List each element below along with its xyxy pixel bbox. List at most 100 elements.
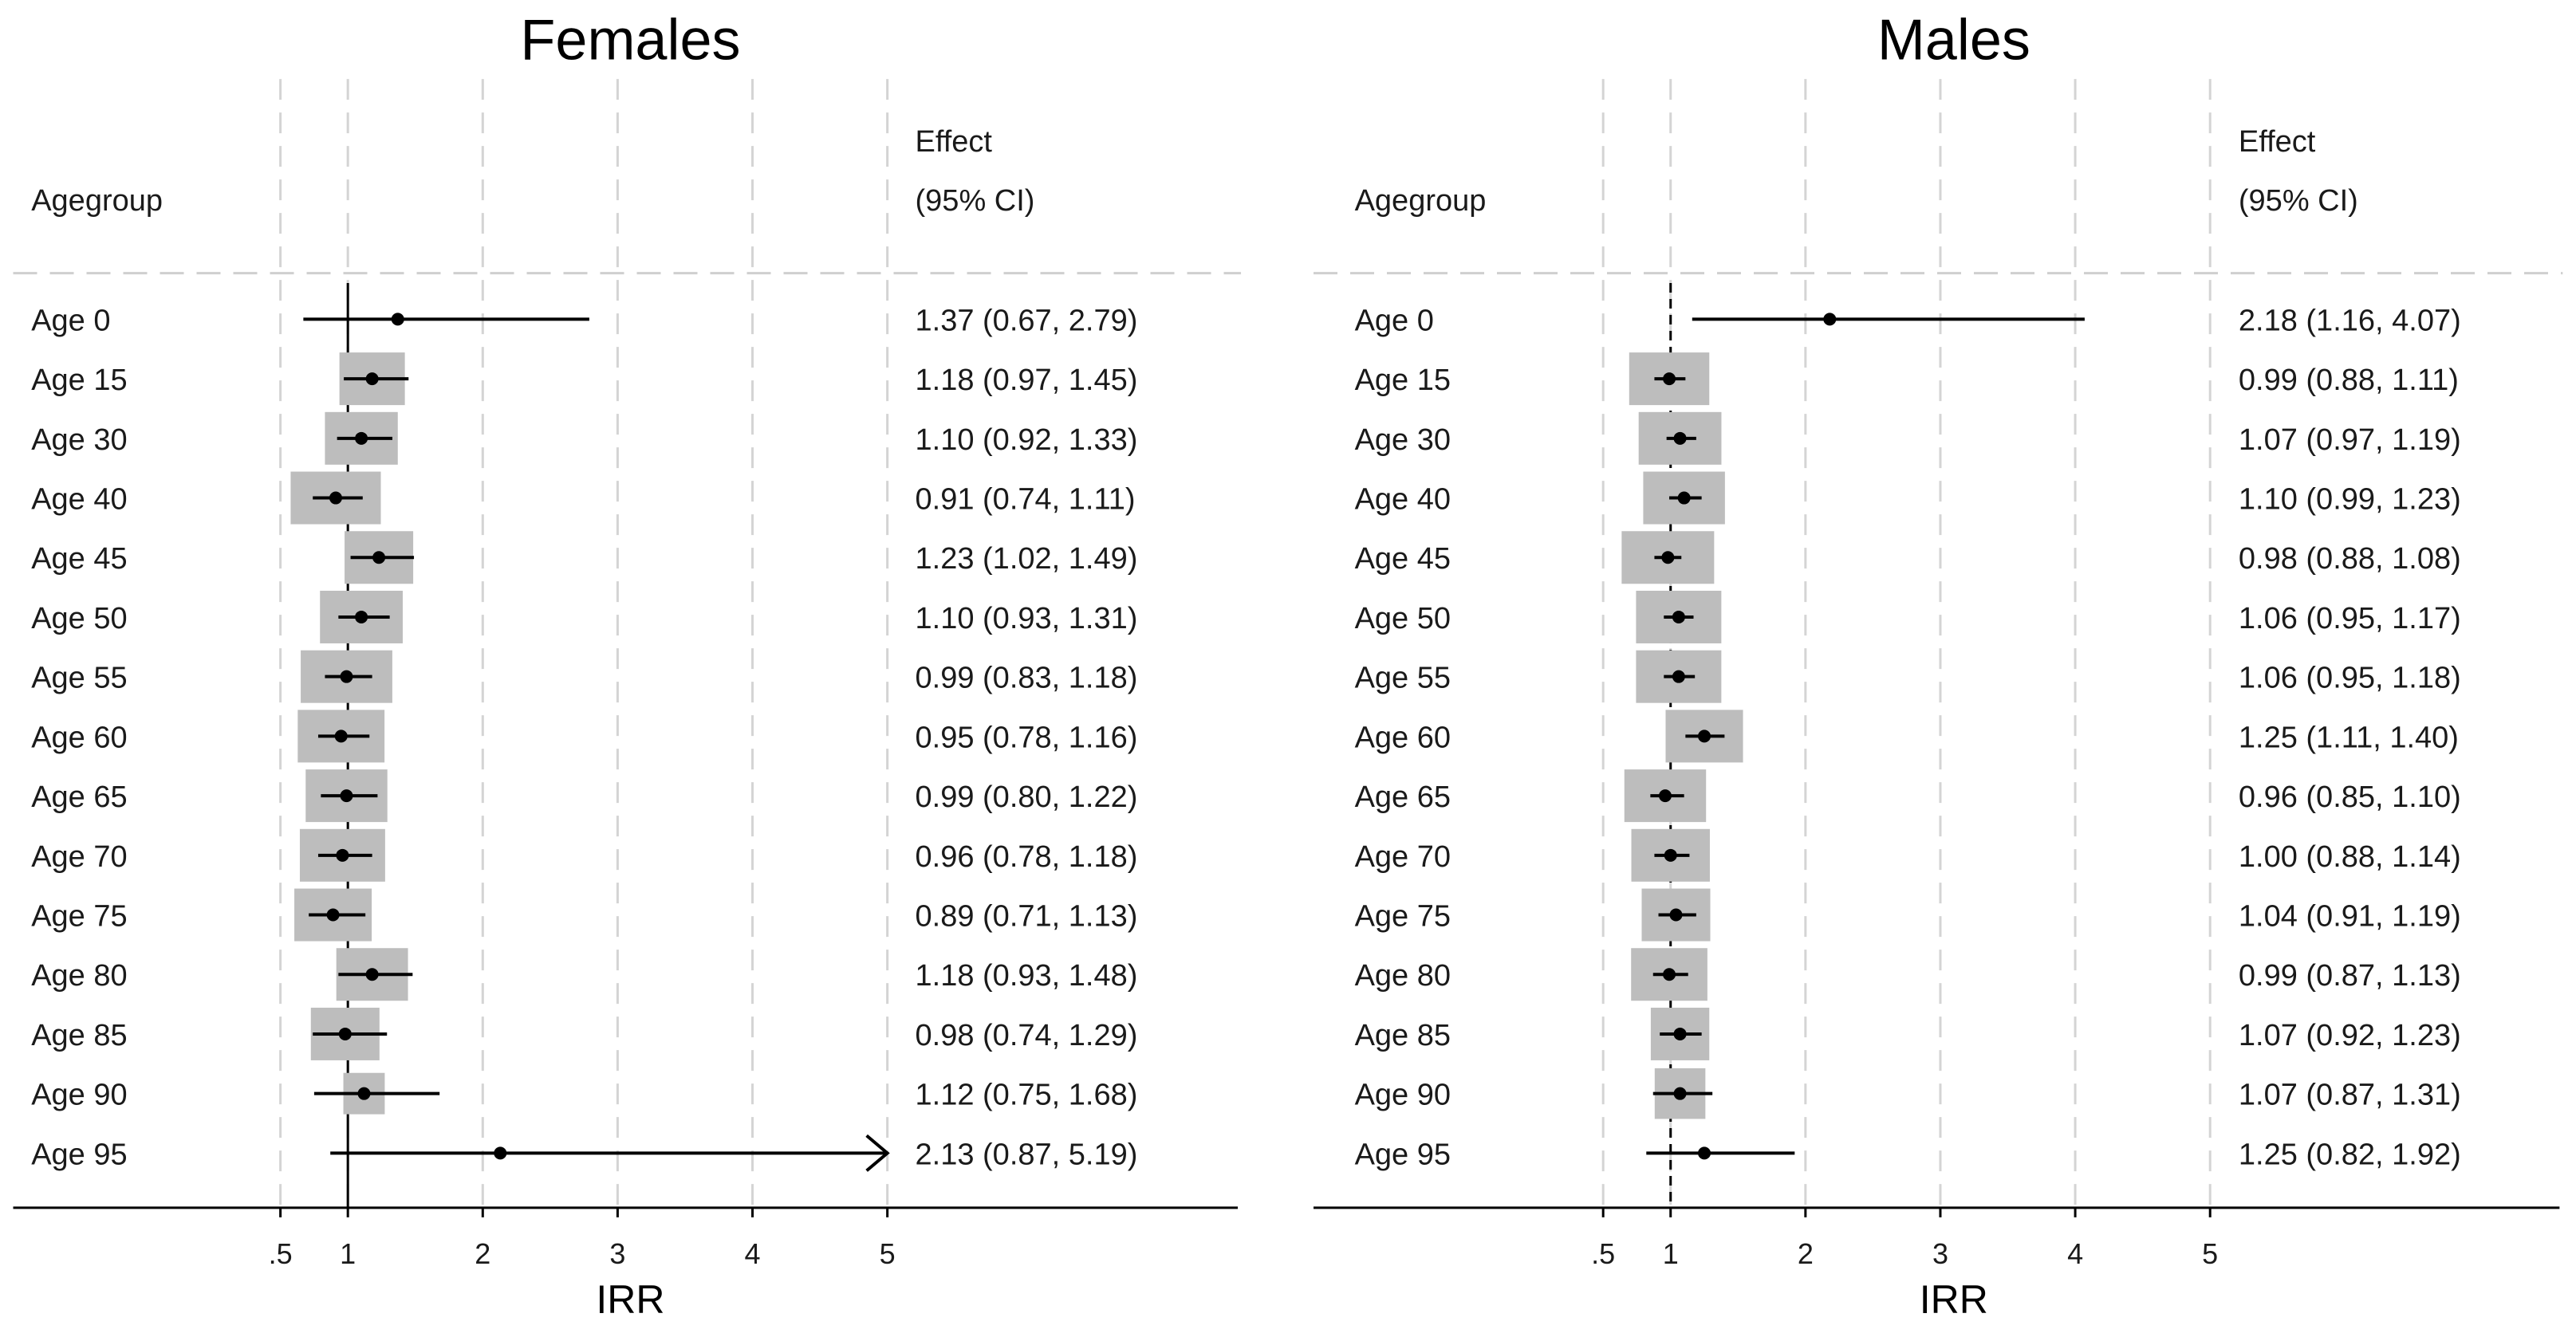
effect-value: 1.07 (0.97, 1.19) <box>2239 423 2461 457</box>
effect-header: Effect <box>916 125 993 159</box>
point-estimate <box>340 789 353 803</box>
row-label: Age 15 <box>31 364 127 397</box>
point-estimate <box>1673 431 1687 445</box>
row-label: Age 65 <box>1355 781 1451 814</box>
row-label: Age 90 <box>31 1079 127 1112</box>
effect-value: 1.18 (0.97, 1.45) <box>916 364 1138 397</box>
effect-value: 1.25 (1.11, 1.40) <box>2239 721 2459 754</box>
point-estimate <box>365 968 379 981</box>
effect-header: Effect <box>2239 125 2316 159</box>
row-label: Age 30 <box>31 423 127 457</box>
row-label: Age 60 <box>31 721 127 754</box>
x-tick-label: 3 <box>609 1237 625 1270</box>
effect-value: 1.07 (0.92, 1.23) <box>2239 1019 2461 1052</box>
effect-value: 0.99 (0.83, 1.18) <box>916 662 1138 695</box>
point-estimate <box>1673 1027 1687 1040</box>
row-label: Age 15 <box>1355 364 1451 397</box>
panel-title: Males <box>1877 8 2030 72</box>
point-estimate <box>1672 610 1685 623</box>
point-estimate <box>336 848 349 862</box>
point-estimate <box>357 1087 371 1100</box>
row-label: Age 55 <box>31 662 127 695</box>
point-estimate <box>1698 729 1711 743</box>
effect-ci-header: (95% CI) <box>916 184 1035 218</box>
x-axis-label: IRR <box>596 1277 664 1322</box>
point-estimate <box>338 1027 352 1040</box>
point-estimate <box>340 670 353 683</box>
point-estimate <box>355 610 368 623</box>
effect-value: 1.25 (0.82, 1.92) <box>2239 1138 2461 1171</box>
effect-value: 0.95 (0.78, 1.16) <box>916 721 1138 754</box>
point-estimate <box>1698 1146 1711 1160</box>
row-label: Age 0 <box>1355 304 1434 337</box>
row-label: Age 70 <box>1355 840 1451 874</box>
row-label: Age 70 <box>31 840 127 874</box>
x-tick-label: .5 <box>269 1237 293 1270</box>
row-label: Age 30 <box>1355 423 1451 457</box>
row-label: Age 80 <box>31 959 127 993</box>
point-estimate <box>1664 848 1677 862</box>
row-label: Age 40 <box>1355 483 1451 517</box>
x-tick-label: 3 <box>1932 1237 1948 1270</box>
effect-value: 0.96 (0.85, 1.10) <box>2239 781 2461 814</box>
point-estimate <box>372 551 386 564</box>
row-label: Age 60 <box>1355 721 1451 754</box>
row-label: Age 95 <box>31 1138 127 1171</box>
effect-value: 2.13 (0.87, 5.19) <box>916 1138 1138 1171</box>
effect-value: 0.96 (0.78, 1.18) <box>916 840 1138 874</box>
effect-value: 2.18 (1.16, 4.07) <box>2239 304 2461 337</box>
point-estimate <box>391 313 404 326</box>
effect-ci-header: (95% CI) <box>2239 184 2358 218</box>
effect-value: 1.10 (0.99, 1.23) <box>2239 483 2461 517</box>
row-label: Age 85 <box>31 1019 127 1052</box>
point-estimate <box>326 908 340 922</box>
effect-value: 0.99 (0.87, 1.13) <box>2239 959 2461 993</box>
ci-arrow <box>865 1134 890 1172</box>
effect-value: 1.10 (0.92, 1.33) <box>916 423 1138 457</box>
point-estimate <box>355 431 368 445</box>
effect-value: 1.18 (0.93, 1.48) <box>916 959 1138 993</box>
x-tick-label: 1 <box>340 1237 356 1270</box>
row-label: Age 45 <box>1355 542 1451 576</box>
effect-value: 1.00 (0.88, 1.14) <box>2239 840 2461 874</box>
row-label: Age 75 <box>31 900 127 934</box>
effect-value: 1.37 (0.67, 2.79) <box>916 304 1138 337</box>
point-estimate <box>1669 908 1683 922</box>
point-estimate <box>329 491 342 505</box>
point-estimate <box>1663 372 1676 386</box>
row-label: Age 80 <box>1355 959 1451 993</box>
effect-value: 0.98 (0.74, 1.29) <box>916 1019 1138 1052</box>
effect-value: 0.91 (0.74, 1.11) <box>916 483 1136 517</box>
effect-value: 1.12 (0.75, 1.68) <box>916 1079 1138 1112</box>
point-estimate <box>1658 789 1672 803</box>
point-estimate <box>1663 968 1676 981</box>
point-estimate <box>1677 491 1691 505</box>
effect-value: 1.06 (0.95, 1.17) <box>2239 602 2461 635</box>
x-tick-label: 2 <box>475 1237 490 1270</box>
x-tick-label: 2 <box>1798 1237 1814 1270</box>
effect-value: 0.99 (0.88, 1.11) <box>2239 364 2459 397</box>
point-estimate <box>1823 313 1837 326</box>
row-label: Age 85 <box>1355 1019 1451 1052</box>
x-tick-label: 5 <box>880 1237 896 1270</box>
x-tick-label: 1 <box>1663 1237 1679 1270</box>
x-tick-label: 4 <box>745 1237 761 1270</box>
x-tick-label: 5 <box>2202 1237 2218 1270</box>
point-estimate <box>1673 1087 1687 1100</box>
point-estimate <box>1672 670 1685 683</box>
row-label: Age 95 <box>1355 1138 1451 1171</box>
row-label: Age 45 <box>31 542 127 576</box>
effect-value: 1.10 (0.93, 1.31) <box>916 602 1138 635</box>
row-label: Age 90 <box>1355 1079 1451 1112</box>
agegroup-header: Agegroup <box>1355 184 1487 218</box>
row-label: Age 55 <box>1355 662 1451 695</box>
effect-value: 1.07 (0.87, 1.31) <box>2239 1079 2461 1112</box>
effect-value: 1.23 (1.02, 1.49) <box>916 542 1138 576</box>
effect-value: 0.98 (0.88, 1.08) <box>2239 542 2461 576</box>
point-estimate <box>365 372 379 386</box>
row-label: Age 40 <box>31 483 127 517</box>
row-label: Age 75 <box>1355 900 1451 934</box>
point-estimate <box>334 729 348 743</box>
x-tick-label: 4 <box>2067 1237 2083 1270</box>
